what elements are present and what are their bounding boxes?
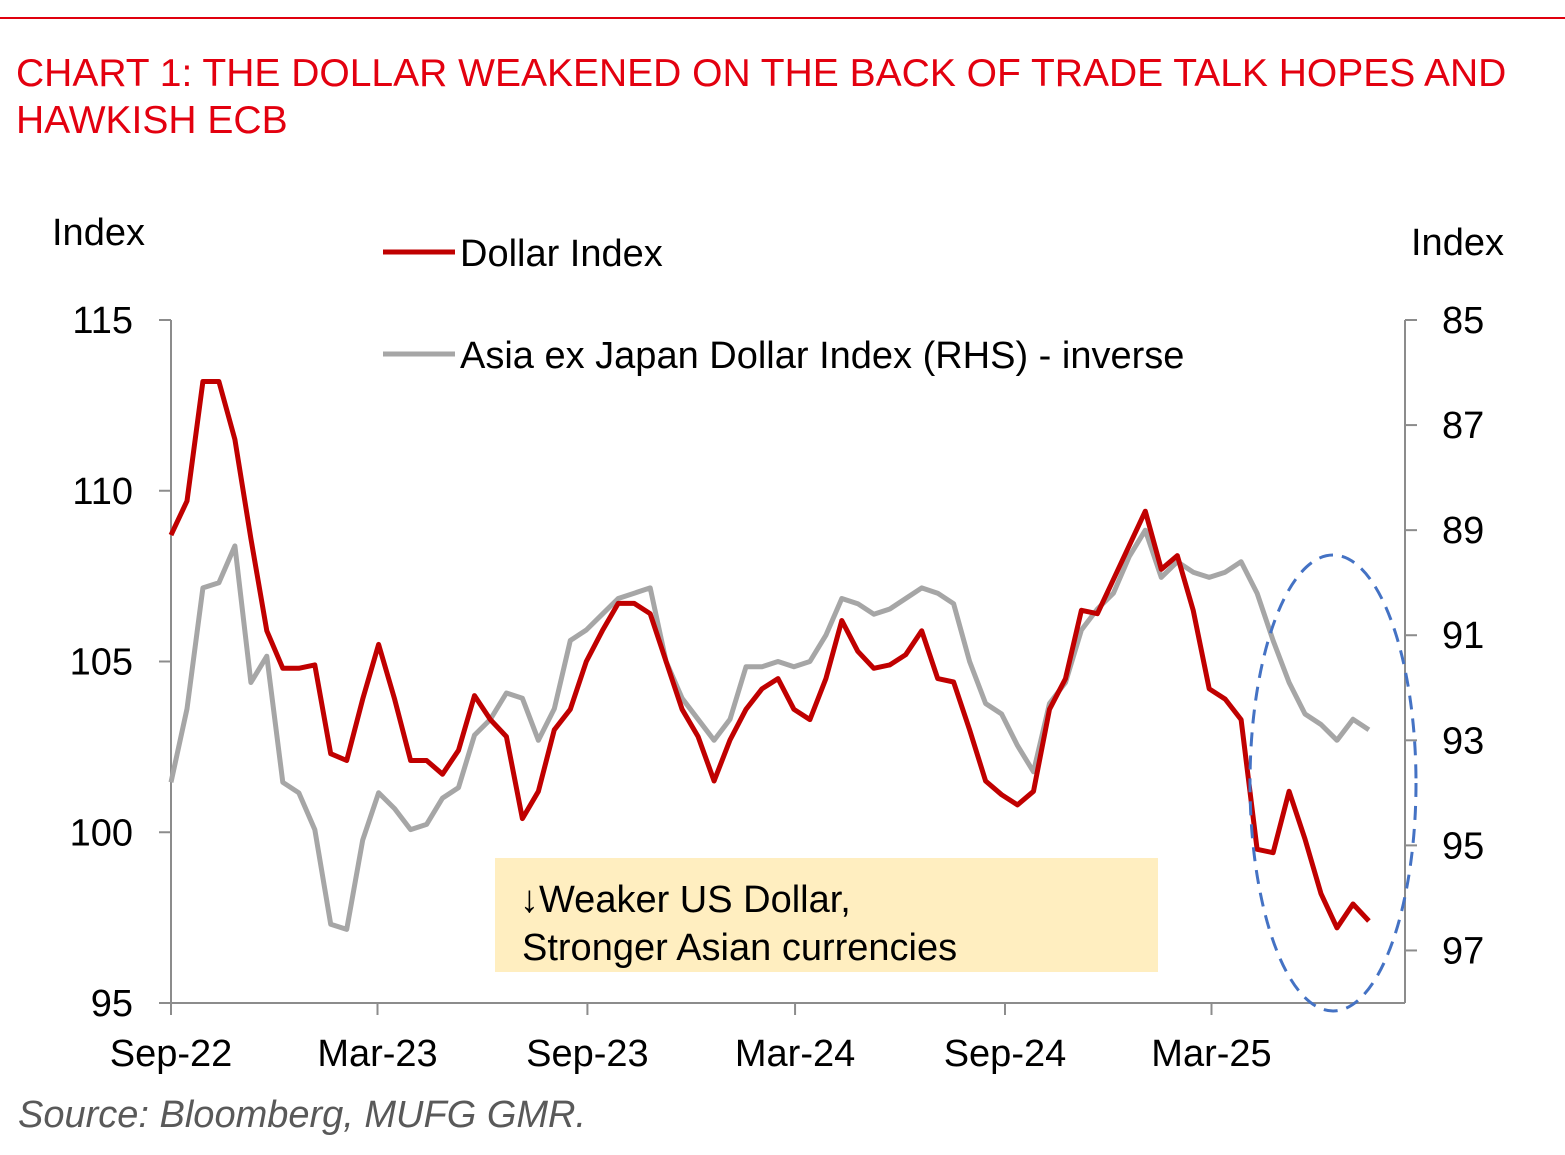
right-tick-label: 87 <box>1442 405 1484 447</box>
highlight-ellipse <box>1248 553 1418 1013</box>
right-tick-label: 91 <box>1442 615 1484 657</box>
x-tick-label: Mar-25 <box>1151 1033 1271 1075</box>
x-tick-label: Sep-22 <box>110 1033 233 1075</box>
right-tick-label: 97 <box>1442 930 1484 972</box>
right-tick-label: 85 <box>1442 300 1484 342</box>
x-tick-label: Mar-23 <box>317 1033 437 1075</box>
legend-label-dollar-index: Dollar Index <box>460 233 663 275</box>
source-note: Source: Bloomberg, MUFG GMR. <box>18 1094 587 1136</box>
annotation-box <box>495 858 1158 972</box>
annotation-line-1: ↓Weaker US Dollar, <box>520 879 851 921</box>
dollar-index-line <box>168 379 1371 931</box>
right-axis-label: Index <box>1411 222 1504 264</box>
annotation-line-2: Stronger Asian currencies <box>522 927 957 969</box>
asia-index-line <box>168 527 1371 932</box>
left-axis-label: Index <box>52 212 145 254</box>
x-tick-label: Sep-23 <box>526 1033 649 1075</box>
top-rule <box>0 17 1565 19</box>
x-tick-label: Sep-24 <box>944 1033 1067 1075</box>
chart-title: CHART 1: THE DOLLAR WEAKENED ON THE BACK… <box>16 52 1507 142</box>
left-tick-label: 115 <box>72 300 133 342</box>
left-tick-label: 100 <box>70 812 133 854</box>
x-tick-label: Mar-24 <box>735 1033 855 1075</box>
right-tick-label: 89 <box>1442 510 1484 552</box>
left-tick-label: 110 <box>72 471 133 513</box>
right-tick-label: 93 <box>1442 720 1484 762</box>
right-tick-label: 95 <box>1442 825 1484 867</box>
legend-label-asia-index: Asia ex Japan Dollar Index (RHS) - inver… <box>460 335 1184 377</box>
left-tick-label: 95 <box>91 983 133 1025</box>
left-tick-label: 105 <box>70 642 133 684</box>
